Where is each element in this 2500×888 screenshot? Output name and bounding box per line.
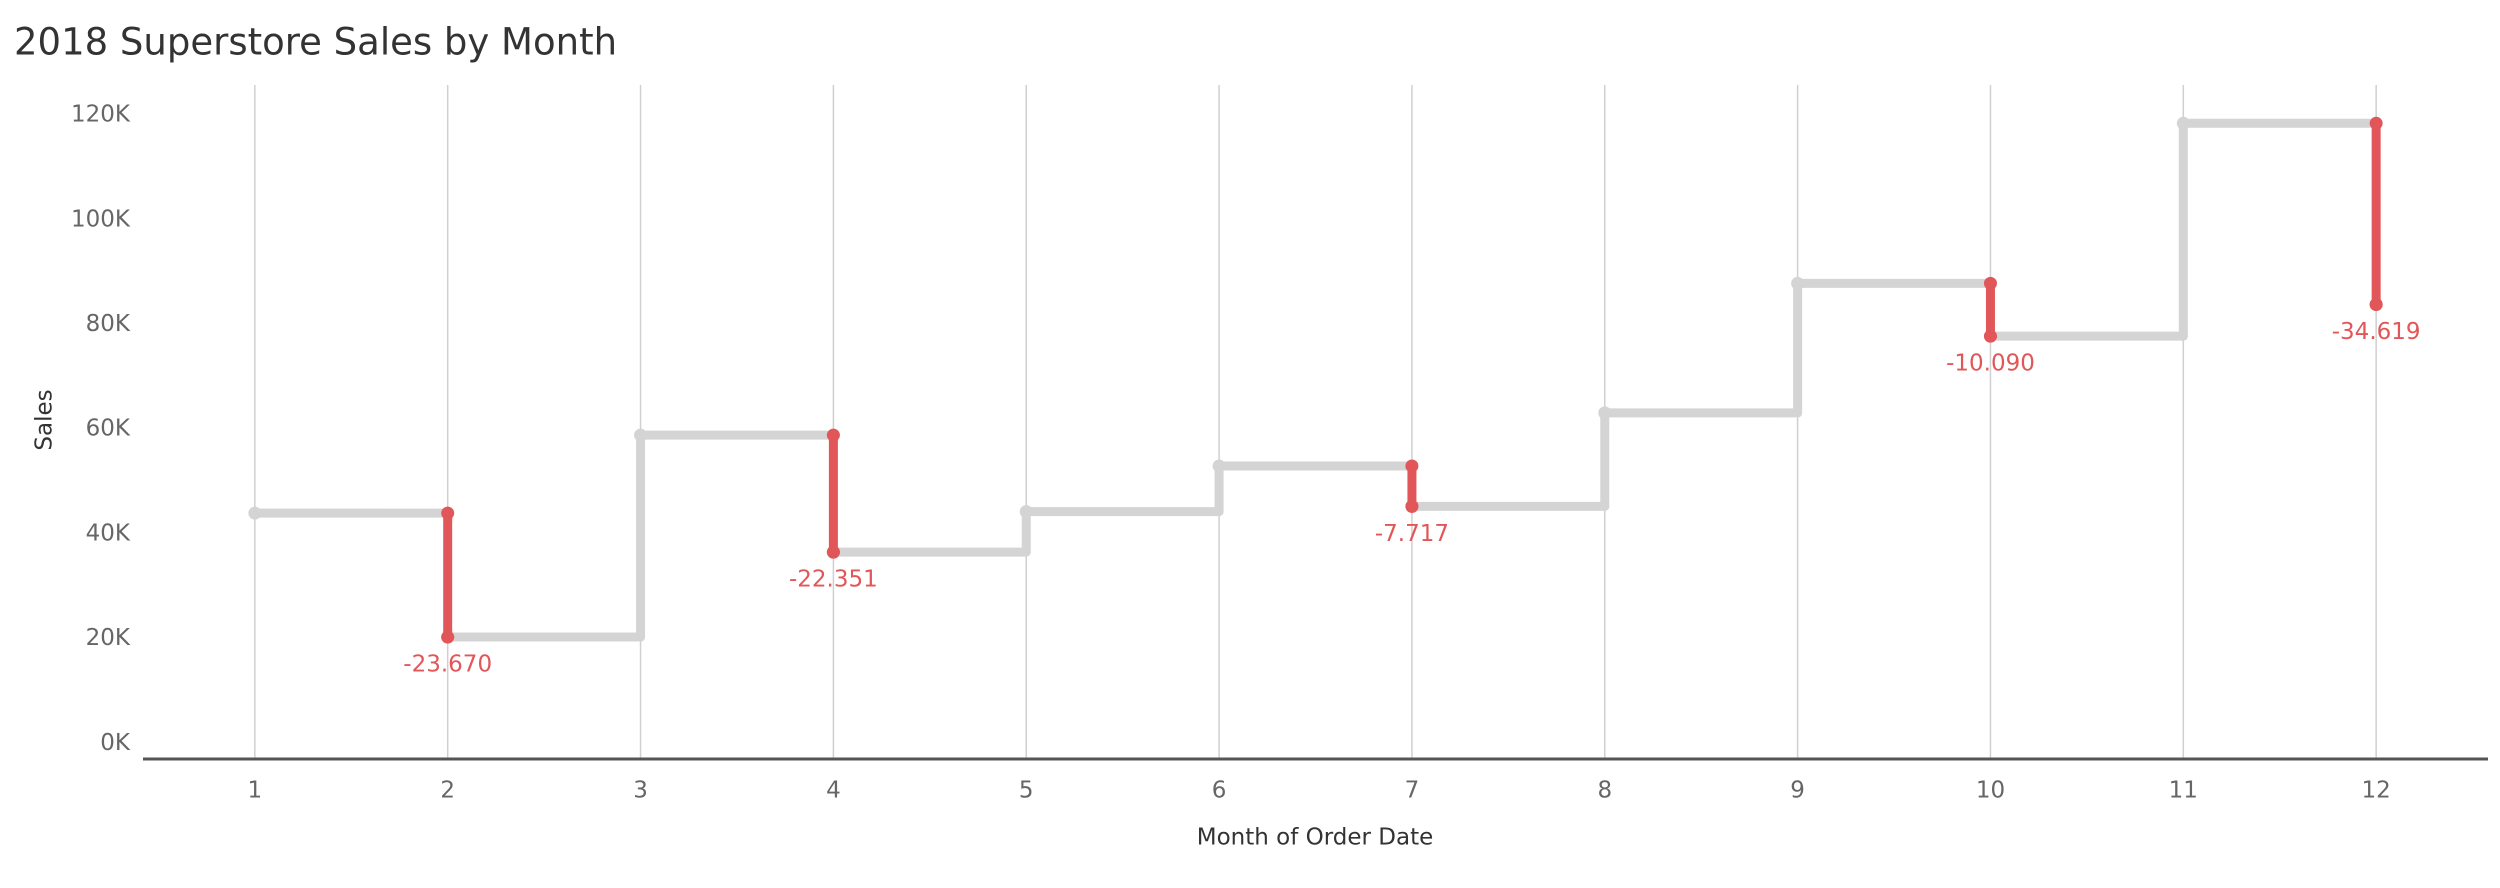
point [2176, 116, 2190, 130]
y-tick-label: 80K [86, 311, 131, 337]
drop-point [2369, 298, 2383, 312]
drop-point [1405, 459, 1419, 473]
chart-title: 2018 Superstore Sales by Month [14, 21, 617, 64]
drop-point [826, 545, 840, 559]
x-tick-label: 9 [1790, 778, 1805, 804]
drop-point [826, 428, 840, 442]
x-tick-label: 6 [1212, 778, 1227, 804]
x-tick-label: 3 [633, 778, 648, 804]
y-tick-label: 100K [71, 206, 131, 232]
x-tick-label: 12 [2362, 778, 2391, 804]
drop-point [441, 506, 455, 520]
point [634, 428, 648, 442]
y-tick-label: 40K [86, 520, 131, 546]
drop-point [1983, 329, 1997, 343]
y-axis-title: Sales [32, 389, 58, 450]
x-tick-label: 11 [2169, 778, 2198, 804]
y-tick-label: 0K [100, 730, 131, 756]
drop-label: -23.670 [403, 652, 492, 678]
drop-label: -34.619 [2332, 319, 2421, 345]
x-tick-label: 7 [1405, 778, 1420, 804]
point [248, 506, 262, 520]
drop-point [441, 630, 455, 644]
x-tick-label: 2 [440, 778, 455, 804]
x-tick-label: 10 [1976, 778, 2005, 804]
point [1212, 459, 1226, 473]
drop-label: -7.717 [1375, 521, 1449, 547]
drop-label: -22.351 [789, 567, 878, 593]
x-tick-label: 4 [826, 778, 841, 804]
drop-label: -10.090 [1946, 351, 2035, 377]
point [1598, 406, 1612, 420]
point [1791, 276, 1805, 290]
x-axis-title: Month of Order Date [1197, 825, 1434, 851]
x-tick-label: 1 [248, 778, 263, 804]
x-tick-label: 8 [1597, 778, 1612, 804]
y-tick-label: 60K [86, 416, 131, 442]
point [1019, 505, 1033, 519]
x-tick-label: 5 [1019, 778, 1034, 804]
drop-point [2369, 116, 2383, 130]
y-tick-label: 120K [71, 102, 131, 128]
drop-point [1983, 276, 1997, 290]
drop-point [1405, 499, 1419, 513]
y-tick-label: 20K [86, 625, 131, 651]
